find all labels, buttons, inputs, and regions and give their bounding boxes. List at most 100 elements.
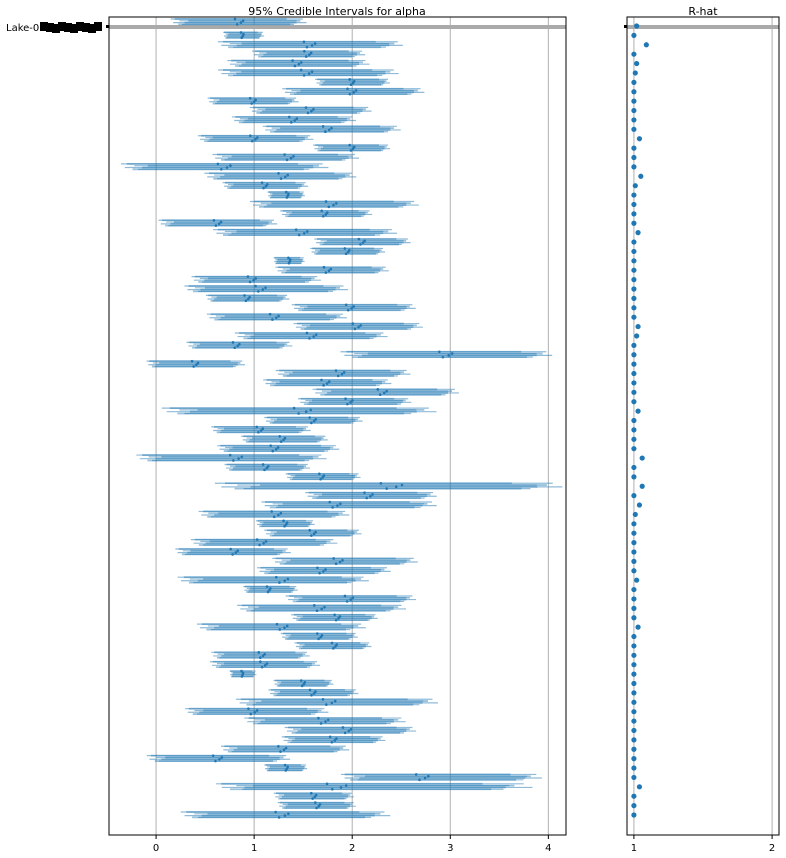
chain-mean-point bbox=[214, 224, 218, 227]
chain-mean-point bbox=[343, 731, 347, 735]
chain-mean-point bbox=[359, 324, 362, 327]
chain-mean-point bbox=[276, 446, 280, 449]
chain-mean-point bbox=[382, 391, 386, 395]
chain-mean-point bbox=[246, 297, 250, 301]
chain-mean-point bbox=[266, 464, 270, 468]
chain-mean-point bbox=[264, 540, 268, 543]
rhat-point bbox=[631, 605, 637, 611]
chain-mean-point bbox=[308, 528, 312, 532]
chain-mean-point bbox=[254, 277, 258, 280]
chain-mean-point bbox=[319, 722, 323, 725]
chain-mean-point bbox=[297, 233, 301, 237]
interval-row bbox=[146, 359, 245, 368]
chain-mean-point bbox=[330, 787, 334, 791]
interval-row bbox=[315, 78, 390, 87]
chain-mean-point bbox=[218, 757, 221, 761]
chain-mean-point bbox=[299, 68, 303, 72]
chain-mean-point bbox=[344, 397, 347, 401]
rhat-point bbox=[631, 277, 637, 283]
chain-mean-point bbox=[289, 156, 293, 160]
chain-mean-point bbox=[369, 494, 372, 498]
chain-mean-point bbox=[324, 271, 328, 274]
interval-row bbox=[185, 707, 329, 716]
chain-mean-point bbox=[261, 654, 265, 658]
interval-row bbox=[217, 444, 340, 453]
interval-row bbox=[196, 622, 366, 631]
chain-mean-point bbox=[427, 774, 430, 778]
rhat-point bbox=[631, 89, 637, 95]
rhat-point bbox=[631, 633, 637, 640]
chain-mean-point bbox=[344, 303, 348, 307]
interval-row bbox=[235, 697, 438, 706]
interval-row bbox=[190, 538, 338, 547]
chain-mean-point bbox=[317, 716, 320, 720]
chain-mean-point bbox=[341, 558, 344, 562]
interval-row bbox=[314, 237, 411, 246]
interval-row bbox=[121, 162, 329, 171]
chain-mean-point bbox=[268, 312, 272, 316]
chain-mean-point bbox=[423, 776, 427, 780]
chain-mean-point bbox=[331, 506, 334, 509]
chain-mean-point bbox=[314, 333, 318, 337]
chain-mean-point bbox=[346, 87, 349, 91]
interval-row bbox=[264, 416, 363, 425]
chain-mean-point bbox=[219, 167, 223, 171]
rhat-point bbox=[635, 624, 641, 630]
rhat-point bbox=[632, 183, 638, 189]
chain-mean-point bbox=[290, 121, 293, 124]
rhat-point bbox=[631, 756, 637, 762]
interval-row bbox=[305, 491, 437, 500]
chain-mean-point bbox=[347, 729, 351, 733]
chain-mean-point bbox=[283, 153, 286, 156]
credible-interval-panel: 0 1 2 3 4 bbox=[106, 16, 567, 854]
chain-mean-point bbox=[257, 290, 260, 293]
rhat-point bbox=[631, 314, 637, 320]
chain-mean-point bbox=[325, 782, 329, 786]
chain-mean-point bbox=[252, 100, 256, 104]
rhat-point bbox=[636, 502, 643, 508]
rhat-point bbox=[634, 577, 640, 583]
chain-mean-point bbox=[363, 239, 366, 243]
interval-row bbox=[146, 754, 291, 763]
chain-mean-point bbox=[337, 617, 340, 620]
chain-mean-point bbox=[349, 401, 352, 404]
interval-row bbox=[223, 31, 264, 40]
chain-mean-point bbox=[282, 748, 286, 752]
interval-row bbox=[285, 594, 417, 603]
x-tick-label: 1 bbox=[251, 843, 257, 854]
chain-mean-point bbox=[192, 365, 195, 368]
chain-mean-point bbox=[265, 662, 269, 665]
rhat-point bbox=[631, 342, 637, 348]
rhat-point bbox=[634, 23, 640, 29]
chain-mean-point bbox=[293, 119, 297, 122]
chain-mean-point bbox=[264, 184, 268, 188]
chain-mean-point bbox=[441, 355, 445, 359]
interval-row bbox=[277, 801, 356, 810]
chain-mean-point bbox=[302, 231, 306, 235]
interval-row bbox=[244, 716, 406, 725]
chain-mean-point bbox=[285, 196, 289, 199]
interval-row bbox=[273, 791, 354, 800]
chain-mean-point bbox=[318, 472, 321, 476]
rhat-point bbox=[631, 615, 637, 621]
interval-row bbox=[175, 547, 291, 556]
chain-mean-point bbox=[284, 769, 288, 772]
chain-mean-point bbox=[309, 408, 313, 412]
interval-row bbox=[209, 660, 320, 669]
chain-mean-point bbox=[344, 252, 348, 256]
interval-row bbox=[264, 528, 362, 537]
chain-mean-point bbox=[334, 201, 338, 205]
rhat-point bbox=[631, 540, 637, 546]
chain-mean-point bbox=[287, 261, 291, 265]
rhat-point bbox=[631, 464, 637, 471]
chain-mean-point bbox=[327, 205, 331, 209]
interval-row bbox=[275, 265, 389, 274]
chain-mean-point bbox=[195, 363, 198, 367]
chain-mean-point bbox=[277, 171, 280, 175]
overlapping-label-blot bbox=[52, 24, 60, 33]
chain-mean-point bbox=[234, 551, 238, 554]
chain-mean-point bbox=[351, 596, 355, 600]
rhat-point bbox=[631, 727, 637, 734]
rhat-point bbox=[631, 32, 637, 38]
